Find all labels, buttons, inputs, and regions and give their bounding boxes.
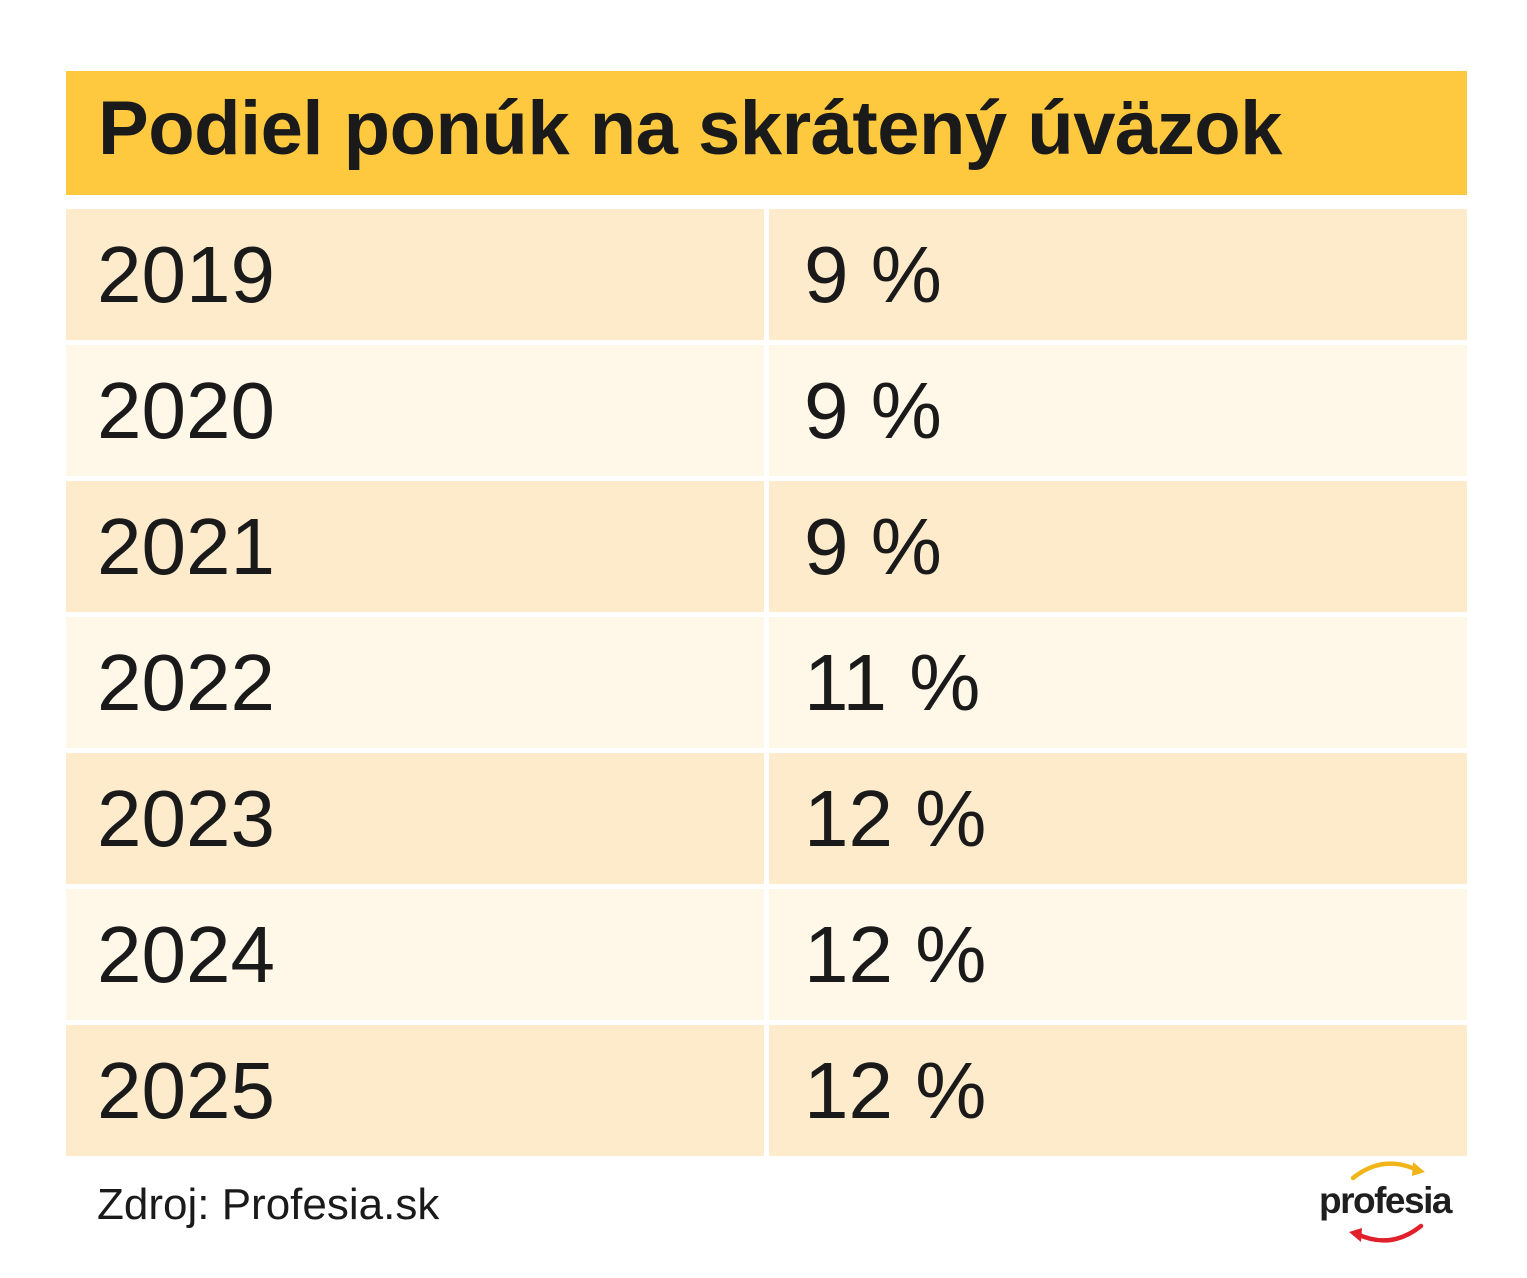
table-row: 2021 9 % xyxy=(66,481,1467,612)
logo-wordmark: profesia xyxy=(1319,1180,1452,1221)
data-table: 2019 9 % 2020 9 % 2021 9 % 2022 11 % 202… xyxy=(66,209,1467,1156)
year-cell: 2023 xyxy=(66,753,764,884)
year-cell: 2020 xyxy=(66,345,764,476)
value-cell: 12 % xyxy=(769,889,1467,1020)
source-note: Zdroj: Profesia.sk xyxy=(97,1180,440,1229)
value-cell: 9 % xyxy=(769,345,1467,476)
table-row: 2024 12 % xyxy=(66,889,1467,1020)
year-cell: 2019 xyxy=(66,209,764,340)
value-cell: 12 % xyxy=(769,753,1467,884)
year-cell: 2021 xyxy=(66,481,764,612)
profesia-logo-arcs-icon xyxy=(1349,1161,1425,1243)
value-cell: 11 % xyxy=(769,617,1467,748)
table-row: 2025 12 % xyxy=(66,1025,1467,1156)
profesia-logo: profesia xyxy=(1313,1156,1463,1248)
table-row: 2020 9 % xyxy=(66,345,1467,476)
table-row: 2023 12 % xyxy=(66,753,1467,884)
year-cell: 2022 xyxy=(66,617,764,748)
value-cell: 9 % xyxy=(769,481,1467,612)
value-cell: 12 % xyxy=(769,1025,1467,1156)
table-row: 2019 9 % xyxy=(66,209,1467,340)
year-cell: 2025 xyxy=(66,1025,764,1156)
table-row: 2022 11 % xyxy=(66,617,1467,748)
year-cell: 2024 xyxy=(66,889,764,1020)
table-header: Podiel ponúk na skrátený úväzok xyxy=(66,71,1467,195)
page-title: Podiel ponúk na skrátený úväzok xyxy=(98,86,1282,171)
value-cell: 9 % xyxy=(769,209,1467,340)
